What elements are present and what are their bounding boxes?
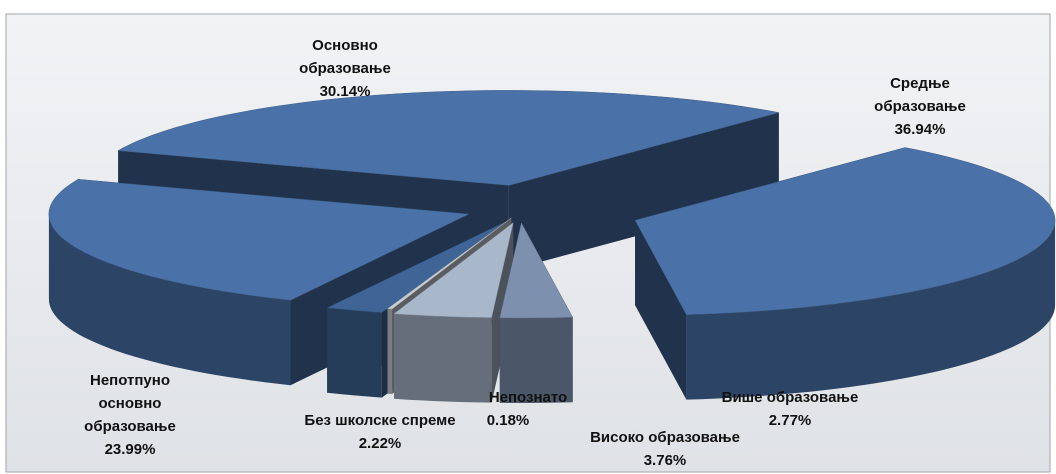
slice-top <box>386 217 512 310</box>
slice-wall <box>387 308 393 394</box>
label-line: образовање <box>299 60 391 77</box>
label-line: Више образовање <box>722 389 859 406</box>
slice-top <box>393 222 514 318</box>
slice <box>634 147 1056 400</box>
slice-label: Средње образовање <box>874 75 966 115</box>
label-line: Непознато <box>489 389 567 406</box>
slice-label: Више образовање <box>722 389 859 406</box>
slice-wall <box>499 317 573 403</box>
slice <box>499 222 574 403</box>
value-label: 23.99% <box>105 441 156 458</box>
label-line: Без школске спреме <box>304 412 455 429</box>
slice-label: Непознато <box>489 389 567 406</box>
slice-top <box>326 221 506 313</box>
slice-top <box>117 90 779 186</box>
value-label: 0.18% <box>487 412 530 429</box>
slice-top <box>634 147 1056 315</box>
value-label: 36.94% <box>895 121 946 138</box>
slice-side <box>508 112 779 271</box>
value-label: 30.14% <box>320 83 371 100</box>
slice-top <box>499 222 574 319</box>
label-line: Основно <box>312 37 378 54</box>
label-line: Средње <box>890 75 950 92</box>
slice-wall <box>394 313 492 403</box>
label-line: Непотпуно <box>90 372 170 389</box>
label-line: образовање <box>874 98 966 115</box>
label-line: Високо образовање <box>590 429 740 446</box>
slice-wall <box>48 214 291 386</box>
slice-wall <box>327 307 382 398</box>
slice-side <box>635 220 687 400</box>
label-line: образовање <box>84 418 176 435</box>
value-label: 2.77% <box>769 412 812 429</box>
slice-label: Основно образовање <box>299 37 391 77</box>
slice-top <box>48 179 470 301</box>
slice-label: Без школске спреме <box>304 412 455 429</box>
value-label: 3.76% <box>644 452 687 469</box>
label-line: основно <box>99 395 162 412</box>
slice-label: Високо образовање <box>590 429 740 446</box>
value-label: 2.22% <box>359 435 402 452</box>
slice-wall <box>686 220 1056 400</box>
slice-label: Непотпуно основно образовање <box>84 372 176 435</box>
